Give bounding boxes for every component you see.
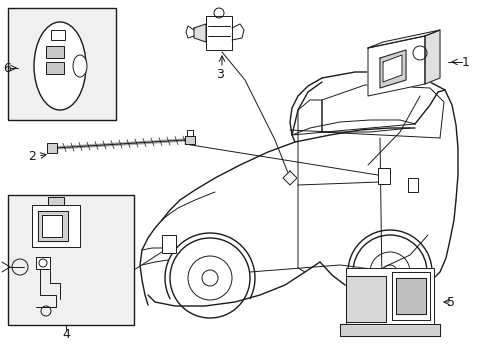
Polygon shape [424, 30, 439, 84]
Bar [186, 130, 193, 136]
Bar [407, 178, 417, 192]
Polygon shape [48, 197, 64, 205]
Polygon shape [339, 324, 439, 336]
Polygon shape [382, 55, 401, 82]
Text: 5: 5 [446, 296, 454, 309]
Text: 6: 6 [3, 62, 11, 75]
Polygon shape [148, 118, 461, 308]
Text: 1: 1 [461, 55, 469, 68]
Polygon shape [395, 278, 425, 314]
Bar [162, 235, 176, 253]
Bar [377, 168, 389, 184]
Bar [8, 195, 134, 325]
Polygon shape [367, 36, 424, 96]
Polygon shape [283, 171, 296, 185]
Text: 3: 3 [216, 68, 224, 81]
Polygon shape [32, 205, 80, 247]
Ellipse shape [34, 22, 86, 110]
Bar [47, 143, 57, 153]
Polygon shape [379, 50, 405, 88]
Polygon shape [391, 272, 429, 320]
Polygon shape [194, 24, 205, 42]
Polygon shape [38, 211, 68, 241]
Bar [184, 136, 195, 144]
Circle shape [352, 235, 426, 309]
Bar [46, 62, 64, 74]
Polygon shape [42, 215, 62, 237]
Text: 4: 4 [62, 328, 70, 342]
Circle shape [170, 238, 249, 318]
Ellipse shape [73, 55, 87, 77]
Bar [8, 8, 116, 120]
Polygon shape [367, 30, 439, 48]
Polygon shape [205, 16, 231, 50]
Bar [46, 46, 64, 58]
Bar [51, 30, 65, 40]
Polygon shape [346, 276, 385, 322]
Polygon shape [36, 257, 50, 269]
Polygon shape [346, 268, 433, 324]
Text: 2: 2 [28, 149, 36, 162]
